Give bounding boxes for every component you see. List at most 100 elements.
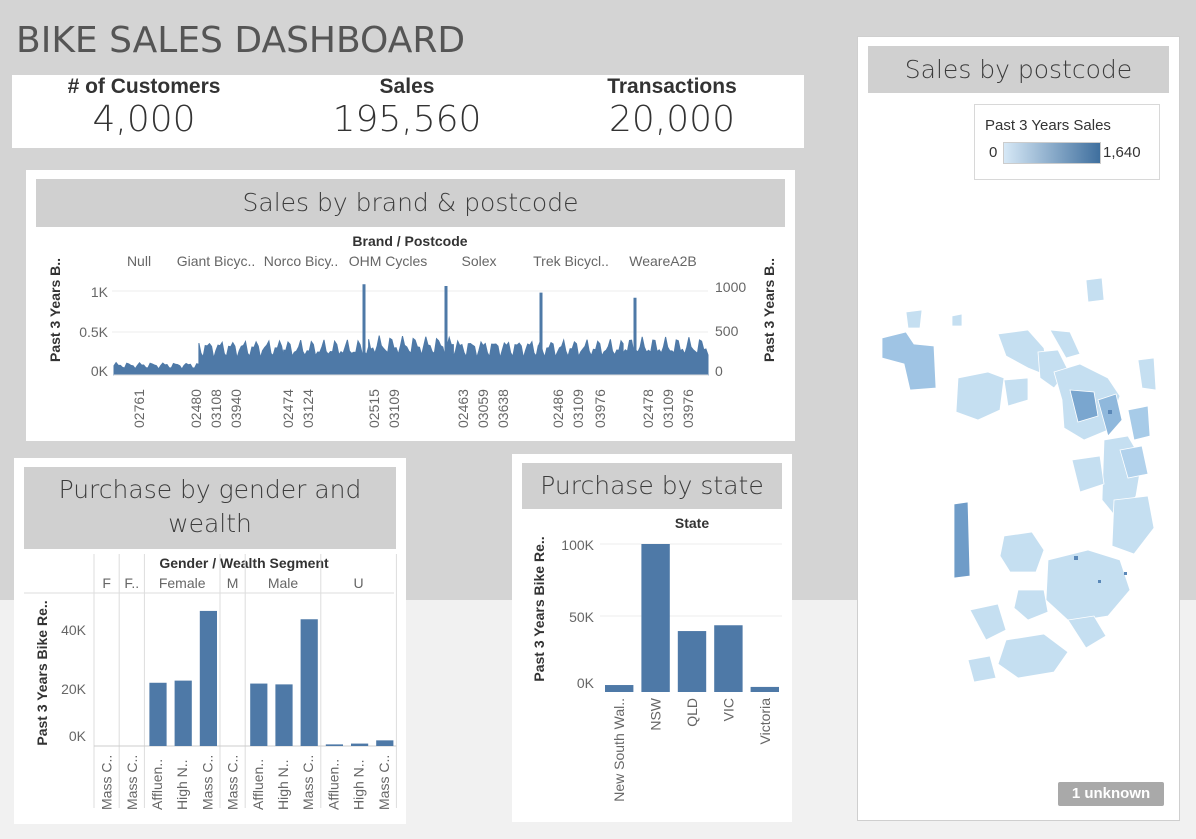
kpi-transactions-label: Transactions xyxy=(607,75,737,98)
state-y-tick: 50K xyxy=(569,609,595,625)
map-region[interactable] xyxy=(1067,615,1107,649)
gender-wealth-panel: Purchase by gender and wealth Gender / W… xyxy=(14,458,406,824)
brand-label: WeareA2B xyxy=(629,253,696,269)
postcode-label: 03108 xyxy=(208,389,224,428)
gender-category-label: High N.. xyxy=(174,759,190,810)
postcode-label: 03976 xyxy=(592,389,608,428)
map-region[interactable] xyxy=(955,371,1005,421)
postcode-label: 03124 xyxy=(300,389,316,428)
postcode-map[interactable] xyxy=(858,260,1178,700)
postcode-label: 03976 xyxy=(680,389,696,428)
state-bar[interactable] xyxy=(677,631,707,692)
state-bar[interactable] xyxy=(605,685,634,692)
gender-group-label: M xyxy=(227,575,239,591)
map-region[interactable] xyxy=(1111,495,1155,555)
map-region[interactable] xyxy=(905,309,923,329)
brand-left-tick: 0.5K xyxy=(79,324,108,340)
map-region[interactable] xyxy=(1097,393,1123,437)
gender-group-label: Male xyxy=(268,575,299,591)
postcode-label: 03638 xyxy=(495,389,511,428)
kpi-sales-label: Sales xyxy=(379,75,435,98)
postcode-label: 02463 xyxy=(455,389,471,428)
brand-label: Null xyxy=(127,253,151,269)
map-region[interactable] xyxy=(1098,580,1101,583)
brand-chart-header: Brand / Postcode xyxy=(352,233,467,249)
postcode-label: 03109 xyxy=(386,389,402,428)
gender-category-label: Affluen.. xyxy=(325,759,341,810)
map-region[interactable] xyxy=(1137,357,1157,391)
map-region[interactable] xyxy=(1071,455,1105,493)
map-region[interactable] xyxy=(1069,389,1099,423)
gender-chart-header: Gender / Wealth Segment xyxy=(159,555,329,571)
brand-chart[interactable]: Brand / Postcode Null Giant Bicyc.. Norco … xyxy=(26,170,795,441)
gender-bar[interactable] xyxy=(325,744,343,746)
state-bar[interactable] xyxy=(641,544,670,692)
map-title: Sales by postcode xyxy=(868,46,1169,93)
map-region[interactable] xyxy=(1124,572,1127,575)
legend-min: 0 xyxy=(989,144,998,161)
map-region[interactable] xyxy=(1013,589,1049,621)
state-category-label: VIC xyxy=(720,698,736,721)
state-category-label: QLD xyxy=(684,698,700,727)
brand-left-tick: 1K xyxy=(91,284,109,300)
legend-max: 1,640 xyxy=(1103,144,1141,161)
unknown-badge[interactable]: 1 unknown xyxy=(1058,782,1164,806)
brand-sales-area[interactable] xyxy=(113,335,709,376)
gender-y-tick: 40K xyxy=(61,622,87,638)
state-category-label: New South Wal.. xyxy=(611,698,627,802)
map-region[interactable] xyxy=(1045,549,1131,623)
map-region[interactable] xyxy=(881,331,937,391)
gender-bar[interactable] xyxy=(275,684,293,746)
brand-right-tick: 0 xyxy=(715,363,723,379)
map-region[interactable] xyxy=(1003,377,1029,407)
postcode-label: 02480 xyxy=(188,389,204,428)
gender-group-label: U xyxy=(354,575,364,591)
gender-chart[interactable]: Gender / Wealth Segment Past 3 Years Bik… xyxy=(14,458,406,824)
map-region[interactable] xyxy=(1108,410,1112,414)
brand-left-axis-label: Past 3 Years B.. xyxy=(47,258,63,362)
postcode-label: 03109 xyxy=(570,389,586,428)
gender-bar[interactable] xyxy=(149,682,167,746)
brand-right-tick: 1000 xyxy=(715,279,746,295)
map-region[interactable] xyxy=(1049,329,1081,359)
gender-category-label: Mass C.. xyxy=(99,755,115,810)
gender-bar[interactable] xyxy=(174,680,192,746)
gender-group-label: F xyxy=(102,575,111,591)
gender-bar[interactable] xyxy=(351,743,369,746)
postcode-label: 02486 xyxy=(550,389,566,428)
state-y-tick: 0K xyxy=(577,675,595,691)
gender-bar[interactable] xyxy=(250,683,268,746)
kpi-transactions-value: 20,000 xyxy=(609,99,735,140)
map-region[interactable] xyxy=(969,603,1007,641)
map-region[interactable] xyxy=(951,313,963,327)
state-panel: Purchase by state State Past 3 Years Bik… xyxy=(512,454,792,822)
state-bar[interactable] xyxy=(714,625,743,692)
map-region[interactable] xyxy=(1074,556,1078,560)
brand-right-tick: 500 xyxy=(715,323,739,339)
state-chart-title: Purchase by state xyxy=(522,463,782,509)
brand-label: Giant Bicyc.. xyxy=(177,253,256,269)
map-region[interactable] xyxy=(967,655,997,683)
map-region[interactable] xyxy=(999,531,1045,573)
map-region[interactable] xyxy=(1127,405,1151,441)
kpi-customers-label: # of Customers xyxy=(67,75,221,98)
map-region[interactable] xyxy=(997,633,1069,679)
state-category-label: NSW xyxy=(648,697,664,730)
state-y-tick: 100K xyxy=(561,537,594,553)
postcode-label: 02478 xyxy=(640,389,656,428)
map-region[interactable] xyxy=(953,501,971,579)
gender-bar[interactable] xyxy=(199,610,217,746)
gender-bar[interactable] xyxy=(300,619,318,746)
state-chart[interactable]: State Past 3 Years Bike Re.. 100K 50K 0K… xyxy=(512,454,792,822)
gender-category-label: Mass C.. xyxy=(300,755,316,810)
brand-label: Norco Bicy.. xyxy=(264,253,338,269)
legend-title: Past 3 Years Sales xyxy=(985,117,1111,134)
gender-group-label: Female xyxy=(159,575,206,591)
map-region[interactable] xyxy=(1119,445,1149,479)
gender-chart-title: Purchase by gender and wealth xyxy=(24,467,396,549)
map-region[interactable] xyxy=(1085,277,1105,303)
gender-category-label: Mass C.. xyxy=(376,755,392,810)
state-bar[interactable] xyxy=(750,686,779,692)
gender-bar[interactable] xyxy=(376,740,394,746)
postcode-label: 02515 xyxy=(366,389,382,428)
